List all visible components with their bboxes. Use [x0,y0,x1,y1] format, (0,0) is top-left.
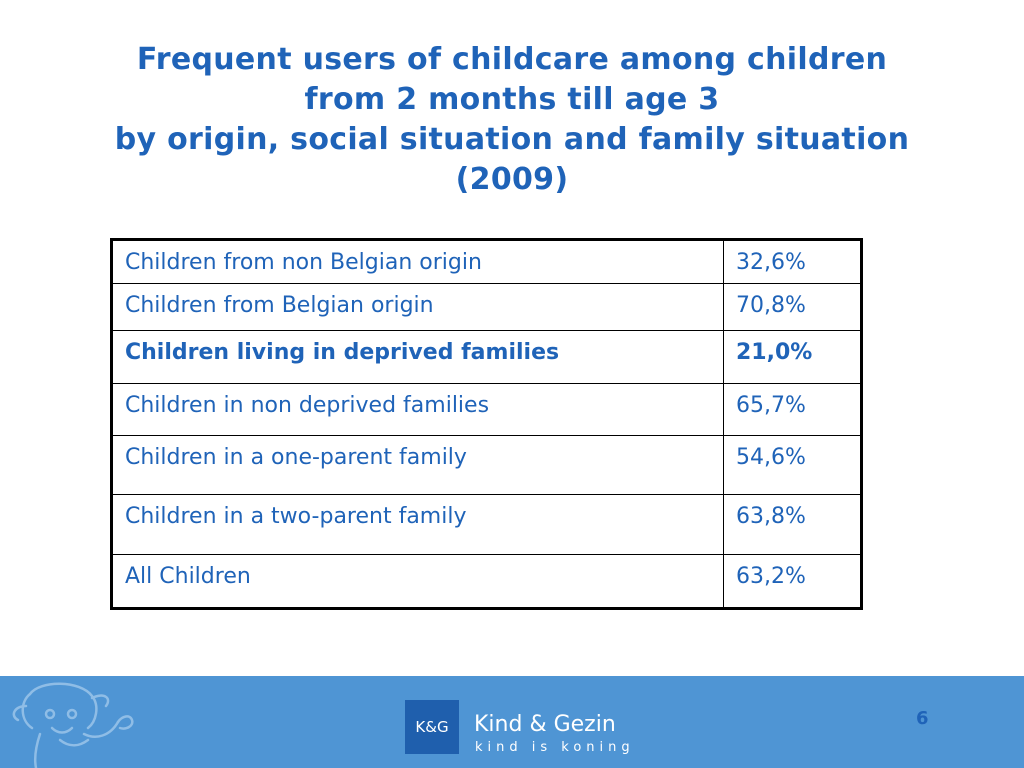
row-label: Children from non Belgian origin [111,239,724,284]
child-illustration-icon [12,682,134,768]
table-row: Children from non Belgian origin 32,6% [111,239,862,284]
title-line-2: from 2 months till age 3 [304,82,720,117]
table-row: Children living in deprived families 21,… [111,330,862,384]
page-number: 6 [916,708,929,729]
row-label: Children in a one-parent family [111,435,724,495]
row-label: Children living in deprived families [111,330,724,384]
row-value: 63,8% [723,494,862,555]
row-label: Children in a two-parent family [111,494,724,555]
brand-name: Kind & Gezin [474,712,616,737]
slide-title: Frequent users of childcare among childr… [0,40,1024,200]
table-row: Children from Belgian origin 70,8% [111,283,862,331]
title-line-3: by origin, social situation and family s… [114,122,910,157]
row-value: 65,7% [723,383,862,436]
row-value: 21,0% [723,330,862,384]
row-label: All Children [111,554,724,609]
title-line-1: Frequent users of childcare among childr… [136,42,888,77]
kg-logo: K&G [405,700,459,754]
row-value: 54,6% [723,435,862,495]
footer-bar: K&G Kind & Gezin kind is koning 6 [0,676,1024,768]
table-row: Children in a one-parent family 54,6% [111,435,862,495]
childcare-table: Children from non Belgian origin 32,6% C… [110,238,863,610]
table-row: Children in non deprived families 65,7% [111,383,862,436]
title-line-4: (2009) [455,162,569,197]
row-label: Children in non deprived families [111,383,724,436]
row-value: 32,6% [723,239,862,284]
table-row: Children in a two-parent family 63,8% [111,494,862,555]
row-value: 70,8% [723,283,862,331]
table-row: All Children 63,2% [111,554,862,609]
brand-tagline: kind is koning [475,740,635,755]
row-value: 63,2% [723,554,862,609]
row-label: Children from Belgian origin [111,283,724,331]
